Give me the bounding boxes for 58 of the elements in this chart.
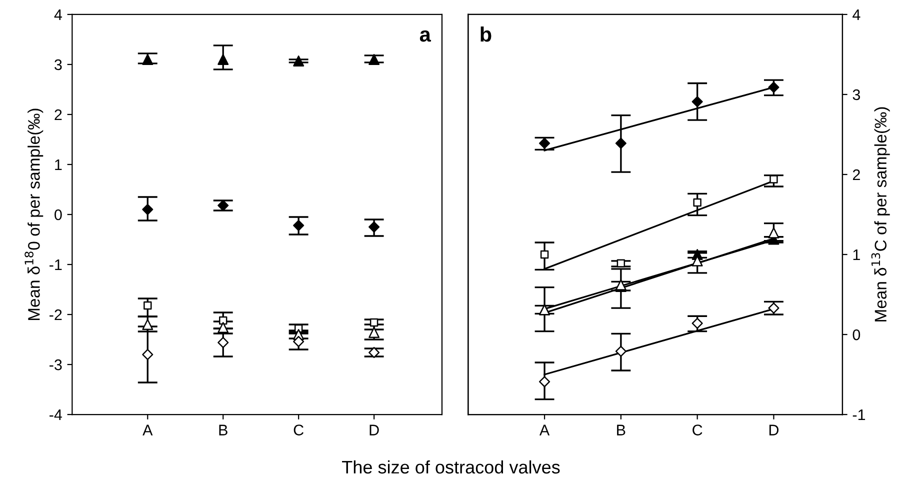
point: [368, 346, 380, 358]
x-axis-title: The size of ostracod valves: [342, 460, 560, 474]
point: [218, 200, 229, 212]
point: [144, 301, 152, 310]
point: [693, 198, 702, 207]
y-axis-title: Mean δ$^{18}$0 of per sample(‰): [24, 108, 44, 320]
y2-tick-label: 3: [852, 89, 860, 100]
point: [368, 221, 380, 233]
x-tick-label: B: [219, 424, 228, 436]
point: [368, 327, 380, 338]
x-tick-label: D: [769, 424, 778, 436]
point: [770, 175, 778, 184]
point: [538, 376, 550, 388]
point: [142, 204, 154, 216]
point: [615, 138, 626, 149]
point: [768, 302, 780, 314]
x-tick-label: C: [692, 424, 702, 436]
x-tick-label: D: [370, 424, 379, 436]
point: [540, 250, 549, 259]
y2-tick-label: 1: [853, 250, 860, 260]
point: [142, 319, 154, 330]
point: [370, 318, 378, 327]
point: [368, 54, 380, 65]
point: [768, 227, 780, 238]
y2-tick-label: 0: [852, 329, 860, 340]
x-tick-label: A: [142, 424, 153, 436]
point: [692, 96, 703, 108]
x-tick-label: A: [539, 424, 550, 436]
y-tick-label: 3: [54, 59, 62, 70]
point: [218, 336, 229, 348]
y2-tick-label: 4: [852, 9, 860, 20]
chart-title: b: [480, 26, 492, 42]
point: [615, 346, 626, 357]
y-tick-label: -1: [50, 260, 62, 270]
point: [293, 220, 304, 232]
y-tick-label: 4: [54, 9, 62, 20]
y2-axis-title: Mean δ$^{13}$C of per sample(‰): [871, 107, 890, 322]
point: [616, 259, 626, 268]
point: [768, 82, 780, 93]
y-tick-label: 0: [54, 209, 62, 220]
text: a: [420, 30, 432, 42]
y-tick-label: 2: [54, 109, 62, 120]
point: [142, 54, 154, 65]
y2-tick-label: -1: [852, 410, 866, 420]
y2-tick-label: 2: [852, 169, 860, 180]
x-tick-label: C: [294, 424, 304, 436]
x-tick-label: B: [617, 424, 626, 436]
point: [219, 316, 228, 325]
point: [142, 348, 154, 360]
point: [293, 336, 304, 348]
point: [692, 318, 703, 329]
y-tick-label: -3: [50, 359, 62, 370]
point: [218, 322, 229, 333]
point: [218, 54, 229, 65]
point: [293, 55, 304, 66]
y-tick-label: -4: [50, 410, 62, 420]
y-tick-label: 1: [55, 160, 62, 170]
y-tick-label: -2: [50, 309, 62, 320]
